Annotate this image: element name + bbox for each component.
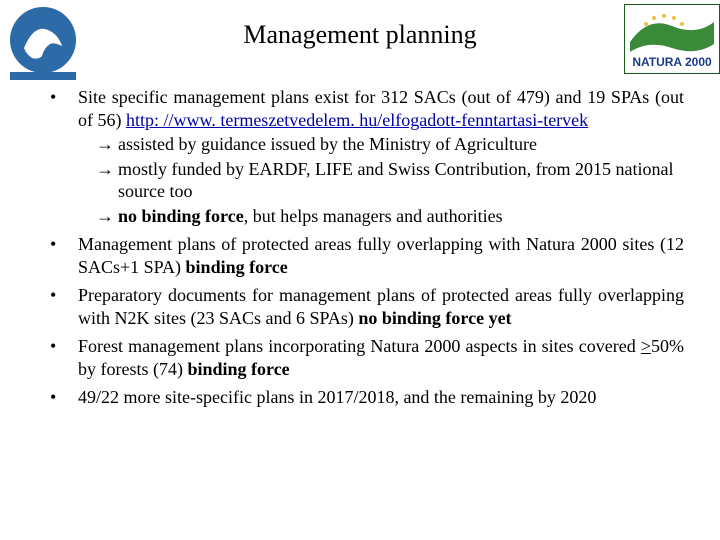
bullet-1-sub-1: →assisted by guidance issued by the Mini… xyxy=(78,133,684,156)
bullet-1-sub-2-text: mostly funded by EARDF, LIFE and Swiss C… xyxy=(118,159,674,202)
slide-content: Site specific management plans exist for… xyxy=(36,86,684,415)
bullet-2-bold: binding force xyxy=(186,257,288,277)
bullet-4-text: Forest management plans incorporating Na… xyxy=(78,336,641,356)
slide-title: Management planning xyxy=(0,20,720,50)
bullet-5-text: 49/22 more site-specific plans in 2017/2… xyxy=(78,387,596,407)
bullet-1: Site specific management plans exist for… xyxy=(36,86,684,227)
bullet-2: Management plans of protected areas full… xyxy=(36,233,684,278)
bullet-4: Forest management plans incorporating Na… xyxy=(36,335,684,380)
bullet-1-sub-1-text: assisted by guidance issued by the Minis… xyxy=(118,134,537,154)
bullet-1-sub-3-rest: , but helps managers and authorities xyxy=(244,206,503,226)
management-plans-link[interactable]: http: //www. termeszetvedelem. hu/elfoga… xyxy=(126,110,588,130)
bullet-4-bold: binding force xyxy=(187,359,289,379)
bullet-1-sub-3: →no binding force, but helps managers an… xyxy=(78,205,684,228)
bullet-3-bold: no binding force yet xyxy=(358,308,511,328)
bullet-1-sub-2: →mostly funded by EARDF, LIFE and Swiss … xyxy=(78,158,684,203)
bullet-3: Preparatory documents for management pla… xyxy=(36,284,684,329)
arrow-icon: → xyxy=(96,158,114,181)
slide: NATURA 2000 Management planning Site spe… xyxy=(0,0,720,540)
arrow-icon: → xyxy=(96,133,114,156)
bullet-1-sub-3-bold: no binding force xyxy=(118,206,244,226)
bullet-4-underline: > xyxy=(641,336,651,356)
arrow-icon: → xyxy=(96,205,114,228)
bullet-5: 49/22 more site-specific plans in 2017/2… xyxy=(36,386,684,409)
svg-text:NATURA 2000: NATURA 2000 xyxy=(632,55,712,69)
bullet-2-text: Management plans of protected areas full… xyxy=(78,234,684,277)
